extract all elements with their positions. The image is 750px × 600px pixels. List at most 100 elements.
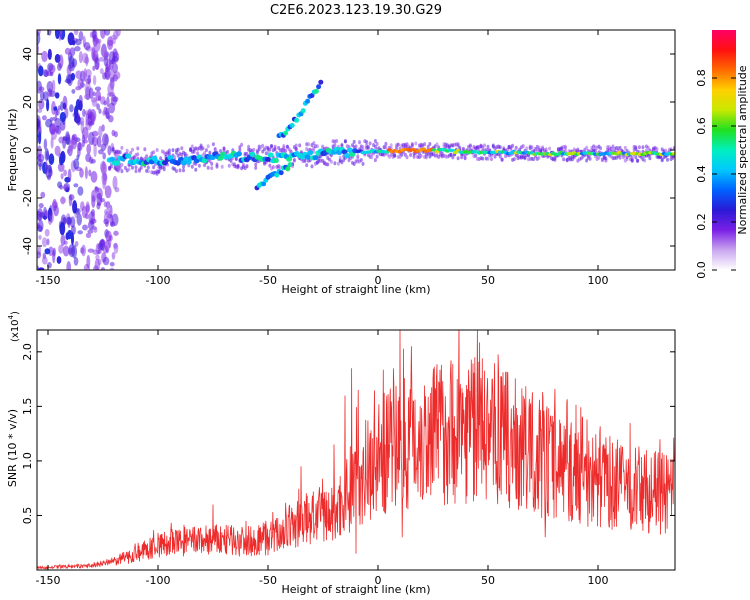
halo-blob bbox=[215, 162, 219, 167]
halo-blob bbox=[171, 148, 175, 153]
spectrogram-x-ticks: -150 -100 -50 0 50 100 bbox=[36, 30, 609, 287]
scatter-blob bbox=[85, 53, 89, 67]
halo-blob bbox=[463, 155, 467, 160]
scatter-blob bbox=[42, 91, 49, 102]
y-tick-label: 40 bbox=[21, 47, 34, 61]
halo-blob bbox=[655, 147, 659, 152]
scatter-blob bbox=[38, 130, 42, 145]
halo-blob bbox=[108, 167, 112, 172]
scatter-blob bbox=[37, 208, 44, 221]
halo-blob bbox=[409, 153, 413, 157]
scatter-blob bbox=[68, 140, 74, 152]
halo-blob bbox=[175, 169, 178, 174]
scatter-blob bbox=[59, 184, 64, 190]
scatter-blob bbox=[101, 171, 108, 186]
halo-blob bbox=[509, 146, 513, 151]
halo-blob bbox=[167, 148, 171, 153]
halo-blob bbox=[424, 155, 428, 160]
snr-x-label: Height of straight line (km) bbox=[281, 583, 430, 596]
halo-blob bbox=[400, 152, 404, 157]
scatter-blob bbox=[91, 189, 97, 202]
halo-blob bbox=[637, 145, 641, 150]
halo-blob bbox=[623, 145, 627, 150]
scatter-blob bbox=[65, 133, 71, 141]
halo-blob bbox=[204, 148, 208, 153]
halo-blob bbox=[123, 165, 127, 170]
y-tick-label: 1.0 bbox=[21, 452, 34, 470]
halo-blob bbox=[254, 162, 258, 167]
halo-blob bbox=[396, 142, 400, 147]
halo-blob bbox=[326, 162, 330, 167]
scatter-blob bbox=[50, 136, 54, 149]
halo-blob bbox=[634, 145, 638, 150]
scatter-blob bbox=[107, 115, 114, 123]
branch-blob bbox=[287, 162, 293, 168]
x-tick-label: -150 bbox=[36, 274, 61, 287]
ridge-blob bbox=[125, 153, 132, 159]
halo-blob bbox=[618, 155, 622, 160]
halo-blob bbox=[585, 145, 589, 150]
halo-blob bbox=[120, 145, 124, 150]
scatter-blob bbox=[93, 38, 101, 52]
halo-blob bbox=[118, 166, 122, 170]
scatter-blob bbox=[73, 183, 79, 188]
scatter-blob bbox=[41, 237, 48, 248]
halo-blob bbox=[134, 165, 138, 170]
x-tick-label: -150 bbox=[36, 574, 61, 587]
scatter-blob bbox=[46, 238, 50, 246]
halo-blob bbox=[238, 145, 242, 150]
halo-blob bbox=[307, 142, 310, 147]
scatter-blob bbox=[73, 105, 79, 119]
scatter-blob bbox=[44, 248, 51, 255]
scatter-blob bbox=[64, 47, 71, 55]
ridge-blob bbox=[312, 155, 319, 161]
halo-blob bbox=[336, 161, 340, 166]
scatter-blob bbox=[70, 72, 76, 81]
scatter-blob bbox=[65, 74, 72, 85]
scatter-blob bbox=[87, 75, 92, 85]
snr-x-ticks: -150 -100 -50 0 50 100 bbox=[36, 330, 609, 587]
halo-blob bbox=[240, 142, 244, 147]
halo-blob bbox=[460, 155, 464, 160]
halo-blob bbox=[375, 154, 379, 159]
scatter-blob bbox=[54, 30, 60, 40]
scatter-blob bbox=[52, 247, 56, 257]
y-tick-label: 0.5 bbox=[21, 507, 34, 525]
scatter-blob bbox=[60, 234, 66, 246]
colorbar-tick-label: 0.2 bbox=[695, 213, 708, 231]
scatter-blob bbox=[87, 131, 95, 146]
scatter-blob bbox=[109, 267, 115, 270]
scatter-blob bbox=[110, 94, 117, 106]
ridge-blob bbox=[286, 156, 293, 162]
halo-blob bbox=[273, 144, 277, 149]
halo-blob bbox=[220, 164, 224, 169]
scatter-blob bbox=[37, 153, 45, 163]
scatter-blob bbox=[93, 143, 97, 157]
scatter-blob bbox=[111, 129, 116, 137]
halo-blob bbox=[190, 164, 194, 169]
halo-blob bbox=[298, 143, 302, 148]
halo-blob bbox=[483, 143, 486, 148]
scatter-blob bbox=[96, 103, 100, 110]
scatter-blob bbox=[94, 186, 98, 191]
scatter-blob bbox=[78, 141, 82, 151]
scatter-blob bbox=[55, 108, 60, 116]
scatter-blob bbox=[38, 234, 42, 240]
halo-blob bbox=[548, 146, 552, 151]
scatter-blob bbox=[69, 104, 74, 113]
scatter-blob bbox=[86, 254, 91, 269]
halo-blob bbox=[630, 158, 634, 163]
halo-blob bbox=[597, 155, 601, 160]
halo-blob bbox=[120, 162, 124, 167]
scatter-blob bbox=[60, 101, 64, 112]
ridge-blob bbox=[167, 155, 174, 161]
scatter-blob bbox=[109, 261, 115, 267]
scatter-blob bbox=[41, 50, 48, 63]
halo-blob bbox=[373, 139, 377, 143]
spectrogram-x-label: Height of straight line (km) bbox=[281, 283, 430, 296]
halo-blob bbox=[666, 157, 669, 162]
scatter-blob bbox=[99, 161, 107, 173]
halo-blob bbox=[361, 161, 365, 166]
halo-blob bbox=[490, 157, 493, 162]
y-tick-label: 2.0 bbox=[21, 343, 34, 361]
